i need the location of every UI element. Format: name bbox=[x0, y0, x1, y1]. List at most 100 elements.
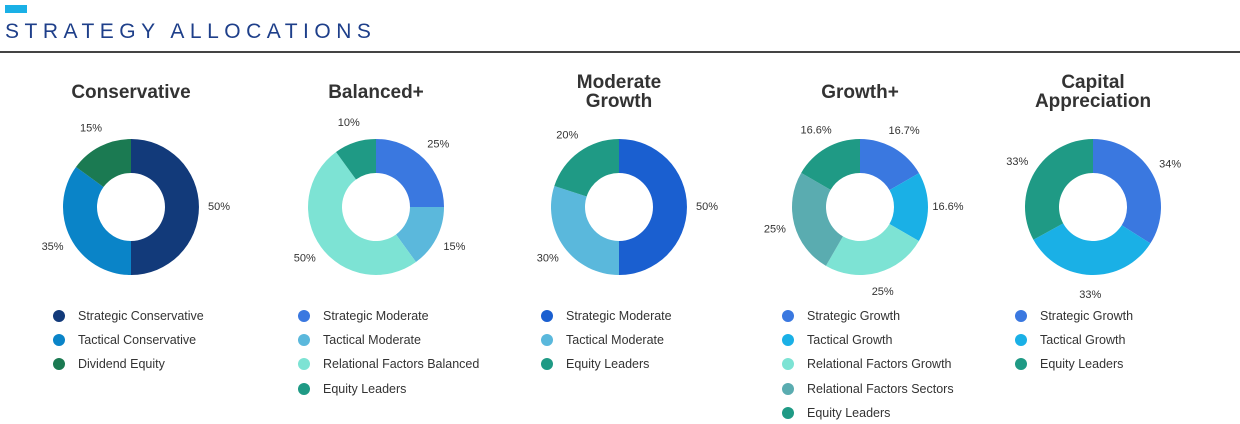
legend-swatch bbox=[541, 310, 553, 322]
donut-slice bbox=[554, 139, 619, 197]
legend-swatch bbox=[298, 334, 310, 347]
donut-slice bbox=[825, 224, 919, 275]
value-label: 50% bbox=[294, 253, 316, 265]
donut-slice bbox=[792, 172, 843, 266]
donut-slice bbox=[63, 167, 131, 275]
legend-entry: Tactical Conservative bbox=[53, 333, 196, 347]
legend-swatch bbox=[298, 310, 310, 322]
legend-entry: Equity Leaders bbox=[298, 382, 406, 396]
legend-label: Relational Factors Growth bbox=[807, 357, 952, 372]
legend-swatch bbox=[1015, 310, 1027, 322]
legend-swatch bbox=[298, 358, 310, 371]
legend-swatch bbox=[782, 406, 794, 419]
donut-slice bbox=[889, 173, 928, 241]
value-label: 35% bbox=[42, 241, 64, 253]
legend-entry: Strategic Moderate bbox=[541, 309, 672, 323]
legend-entry: Strategic Moderate bbox=[298, 309, 429, 323]
legend-label: Tactical Moderate bbox=[323, 333, 421, 348]
value-label: 25% bbox=[764, 223, 786, 235]
legend-label: Equity Leaders bbox=[566, 357, 650, 372]
value-label: 50% bbox=[208, 201, 230, 213]
value-label: 34% bbox=[1159, 159, 1181, 171]
legend-swatch bbox=[541, 358, 553, 371]
legend-entry: Strategic Growth bbox=[1015, 309, 1133, 323]
header-rule bbox=[0, 51, 1240, 53]
legend-label: Strategic Conservative bbox=[78, 309, 204, 323]
page-title: STRATEGY ALLOCATIONS bbox=[5, 20, 377, 43]
legend-label: Tactical Conservative bbox=[78, 333, 197, 348]
legend-label: Strategic Growth bbox=[807, 309, 901, 323]
legend-swatch bbox=[1015, 334, 1027, 347]
legend-entry: Dividend Equity bbox=[53, 357, 165, 371]
legend-label: Equity Leaders bbox=[807, 405, 891, 420]
value-label: 50% bbox=[696, 201, 718, 213]
donut-slice bbox=[336, 139, 376, 180]
donut-slice bbox=[619, 139, 687, 275]
legend-entry: Strategic Growth bbox=[782, 309, 900, 323]
donut-slice bbox=[395, 207, 444, 263]
value-label: 30% bbox=[537, 253, 559, 265]
value-label: 25% bbox=[872, 286, 894, 298]
legend-label: Tactical Growth bbox=[1040, 333, 1126, 348]
legend-entry: Equity Leaders bbox=[1015, 357, 1123, 371]
legend-label: Relational Factors Sectors bbox=[807, 381, 954, 396]
donut-slice bbox=[1033, 223, 1151, 276]
legend-label: Dividend Equity bbox=[78, 357, 165, 372]
value-label: 10% bbox=[338, 117, 360, 129]
donut-slice bbox=[131, 139, 199, 275]
legend-entry: Relational Factors Sectors bbox=[782, 382, 954, 396]
legend-entry: Relational Factors Balanced bbox=[298, 357, 479, 371]
donut-slice bbox=[1024, 139, 1093, 240]
accent-bar bbox=[5, 5, 27, 13]
value-label: 16.6% bbox=[932, 201, 963, 213]
legend-swatch bbox=[541, 334, 553, 347]
donut-slice bbox=[376, 139, 444, 207]
donut-slice bbox=[308, 151, 416, 275]
value-label: 33% bbox=[1006, 156, 1028, 168]
chart-title: Balanced+ bbox=[328, 81, 424, 103]
legend-entry: Tactical Moderate bbox=[541, 333, 664, 347]
value-label: 20% bbox=[556, 130, 578, 142]
chart-title: Conservative bbox=[71, 81, 191, 103]
legend-swatch bbox=[53, 334, 65, 347]
legend-label: Equity Leaders bbox=[1040, 357, 1124, 372]
legend-label: Tactical Growth bbox=[807, 333, 893, 348]
legend-entry: Tactical Growth bbox=[1015, 333, 1125, 347]
donut-slice bbox=[551, 185, 619, 275]
value-label: 16.7% bbox=[889, 125, 920, 137]
legend-label: Tactical Moderate bbox=[566, 333, 664, 348]
legend-swatch bbox=[53, 310, 65, 322]
chart-title: Capital Appreciation bbox=[1034, 72, 1152, 112]
legend-swatch bbox=[298, 382, 310, 395]
legend-swatch bbox=[53, 358, 65, 371]
donut-slice bbox=[860, 139, 919, 191]
legend-entry: Tactical Moderate bbox=[298, 333, 421, 347]
legend-label: Equity Leaders bbox=[323, 381, 407, 396]
legend-swatch bbox=[1015, 358, 1027, 371]
legend-entry: Strategic Conservative bbox=[53, 309, 204, 323]
value-label: 25% bbox=[427, 139, 449, 151]
legend-swatch bbox=[782, 382, 794, 395]
legend-entry: Equity Leaders bbox=[782, 406, 890, 420]
legend-entry: Equity Leaders bbox=[541, 357, 649, 371]
legend-label: Strategic Moderate bbox=[323, 309, 429, 323]
legend-swatch bbox=[782, 358, 794, 371]
legend-entry: Tactical Growth bbox=[782, 333, 892, 347]
donut-slice bbox=[75, 139, 131, 188]
legend-entry: Relational Factors Growth bbox=[782, 357, 952, 371]
chart-title: Moderate Growth bbox=[576, 72, 662, 112]
donut-slice bbox=[801, 139, 860, 190]
value-label: 15% bbox=[80, 122, 102, 134]
donut-slice bbox=[1093, 139, 1161, 244]
legend-swatch bbox=[782, 334, 794, 347]
legend-label: Strategic Growth bbox=[1040, 309, 1134, 323]
chart-title: Growth+ bbox=[821, 81, 899, 103]
legend-label: Relational Factors Balanced bbox=[323, 357, 480, 372]
value-label: 33% bbox=[1079, 289, 1101, 301]
legend-label: Strategic Moderate bbox=[566, 309, 672, 323]
value-label: 15% bbox=[443, 241, 465, 253]
legend-swatch bbox=[782, 310, 794, 322]
value-label: 16.6% bbox=[801, 125, 832, 137]
